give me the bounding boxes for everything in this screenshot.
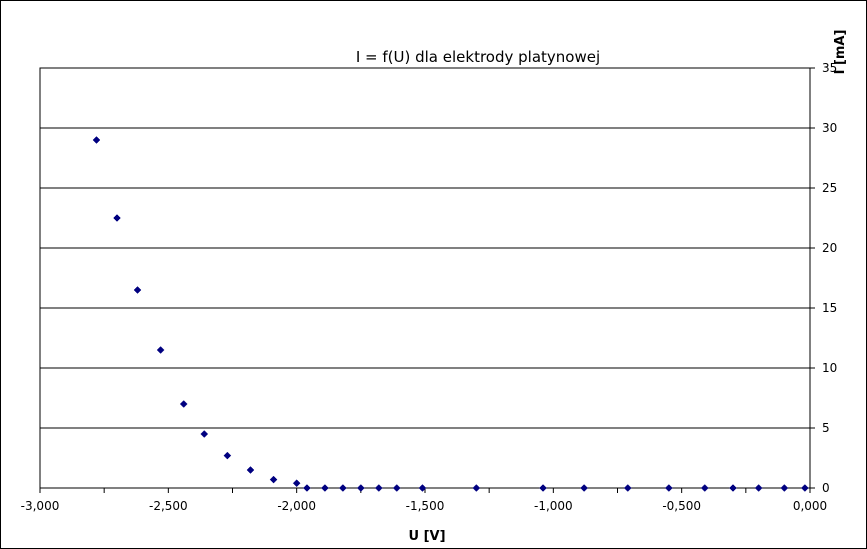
data-point	[392, 484, 401, 492]
data-point	[179, 400, 188, 408]
y-tick-label: 30	[822, 121, 837, 135]
data-point	[418, 484, 427, 492]
data-point	[223, 451, 232, 460]
y-axis-label: I [mA]	[833, 30, 848, 75]
y-axis-ticks: 0 5 10 15 20 25 30 35	[810, 61, 837, 495]
x-axis-ticks: -3,000 -2,500 -2,000 -1,500 -1,000 -0,500 0,00…	[21, 488, 827, 513]
data-point	[472, 484, 481, 492]
y-tick-label: 20	[822, 241, 837, 255]
y-tick-label: 35	[822, 61, 837, 75]
gridlines	[40, 127, 810, 429]
data-point	[292, 479, 301, 488]
y-tick-label: 0	[822, 481, 830, 495]
chart-title: I = f(U) dla elektrody platynowej	[356, 48, 600, 66]
data-point	[623, 484, 632, 492]
data-point	[356, 484, 365, 492]
data-point	[133, 286, 142, 294]
data-points	[92, 136, 809, 492]
data-point	[754, 484, 763, 492]
data-point	[700, 484, 709, 492]
x-tick-label: -3,000	[21, 499, 60, 513]
data-point	[200, 430, 209, 438]
data-point	[729, 484, 737, 492]
x-tick-label: -1,000	[534, 499, 573, 513]
y-tick-label: 15	[822, 301, 837, 315]
x-tick-label: 0,000	[793, 499, 827, 513]
data-point	[92, 136, 101, 144]
data-point	[339, 484, 347, 492]
data-point	[539, 484, 547, 492]
data-point	[374, 484, 383, 492]
data-point	[664, 484, 673, 492]
plot-area	[39, 67, 811, 489]
data-point	[580, 484, 588, 492]
data-point	[246, 466, 255, 474]
data-point	[780, 484, 789, 492]
y-tick-label: 25	[822, 181, 837, 195]
data-point	[269, 475, 278, 484]
y-tick-label: 10	[822, 361, 837, 375]
x-tick-label: -0,500	[662, 499, 701, 513]
data-point	[303, 484, 311, 492]
data-point	[156, 346, 165, 354]
x-axis-label: U [V]	[408, 529, 445, 544]
data-point	[113, 214, 121, 222]
data-point	[321, 484, 329, 492]
data-point	[801, 484, 809, 492]
x-tick-label: -2,500	[149, 499, 188, 513]
y-tick-label: 5	[822, 421, 830, 435]
x-tick-label: -1,500	[406, 499, 445, 513]
x-tick-label: -2,000	[277, 499, 316, 513]
